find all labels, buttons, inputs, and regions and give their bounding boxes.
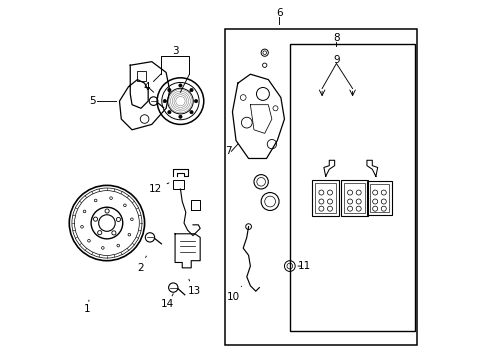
Circle shape bbox=[190, 111, 193, 114]
Text: 5: 5 bbox=[89, 96, 96, 106]
Circle shape bbox=[179, 115, 182, 118]
Text: 7: 7 bbox=[225, 146, 231, 156]
Bar bbox=[370, 184, 389, 212]
Text: 9: 9 bbox=[333, 55, 340, 65]
Circle shape bbox=[190, 89, 193, 92]
Bar bbox=[341, 180, 368, 216]
Bar bbox=[344, 183, 365, 213]
Circle shape bbox=[195, 99, 197, 103]
Circle shape bbox=[168, 111, 171, 114]
Text: 6: 6 bbox=[276, 8, 282, 18]
Text: 11: 11 bbox=[297, 261, 311, 271]
Text: 10: 10 bbox=[227, 286, 242, 302]
Text: 14: 14 bbox=[161, 294, 174, 309]
Bar bbox=[225, 30, 417, 345]
Bar bbox=[312, 180, 339, 216]
Text: 8: 8 bbox=[333, 33, 340, 43]
Text: 13: 13 bbox=[188, 279, 201, 296]
Text: 12: 12 bbox=[148, 183, 169, 194]
Circle shape bbox=[163, 99, 167, 103]
Bar bbox=[315, 183, 336, 213]
Bar bbox=[173, 180, 184, 189]
Bar bbox=[367, 181, 392, 215]
Bar bbox=[290, 44, 416, 330]
Bar bbox=[137, 71, 147, 81]
Text: 4: 4 bbox=[143, 82, 149, 92]
Text: 3: 3 bbox=[172, 46, 178, 56]
Text: 2: 2 bbox=[138, 256, 147, 273]
Circle shape bbox=[179, 84, 182, 87]
Circle shape bbox=[168, 89, 171, 92]
Text: 1: 1 bbox=[84, 300, 91, 314]
